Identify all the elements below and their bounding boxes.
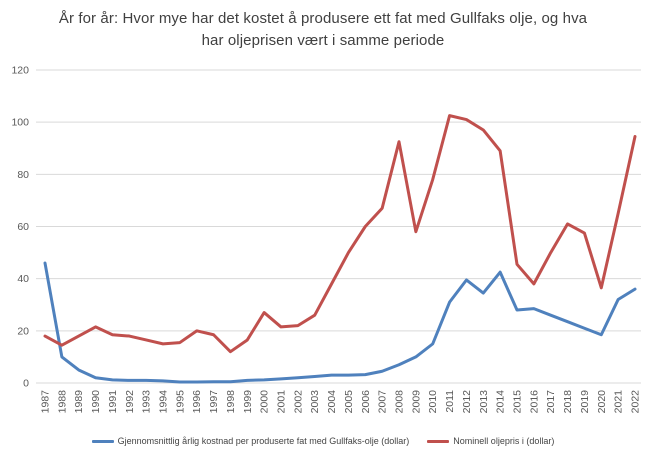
x-axis-tick-label: 2010 — [427, 390, 439, 414]
x-axis-tick-label: 2001 — [276, 390, 288, 414]
x-axis-tick-label: 2016 — [528, 390, 540, 414]
y-axis-tick-label: 0 — [23, 378, 29, 390]
x-axis-tick-label: 1991 — [107, 390, 119, 414]
x-axis-tick-label: 1995 — [174, 390, 186, 414]
cost-series-line — [43, 261, 637, 384]
cost-series-line-icon — [91, 439, 114, 443]
legend-item-cost: Gjennomsnittlig årlig kostnad per produs… — [91, 436, 410, 446]
x-axis-tick-label: 1996 — [191, 390, 203, 414]
x-axis-tick-label: 2021 — [613, 390, 625, 414]
x-axis-tick-label: 2012 — [461, 390, 473, 414]
x-axis-tick-label: 2006 — [360, 390, 372, 414]
x-axis-tick-label: 2007 — [377, 390, 389, 414]
x-axis-tick-label: 2014 — [495, 390, 507, 414]
y-axis-tick-label: 80 — [17, 169, 29, 181]
legend-label-price: Nominell oljepris i (dollar) — [453, 436, 555, 446]
y-axis-tick-label: 20 — [17, 325, 29, 337]
x-axis-tick-label: 1990 — [90, 390, 102, 414]
x-axis-tick-label: 2004 — [326, 390, 338, 414]
x-axis-tick-label: 2009 — [410, 390, 422, 414]
x-axis-tick-label: 1992 — [124, 390, 136, 414]
x-axis-tick-label: 1989 — [73, 390, 85, 414]
legend-item-price: Nominell oljepris i (dollar) — [427, 436, 554, 446]
x-axis-tick-label: 1997 — [208, 390, 220, 414]
x-axis-tick-label: 2011 — [444, 390, 456, 413]
y-axis-tick-label: 40 — [17, 273, 29, 285]
y-axis-tick-label: 120 — [11, 65, 29, 77]
x-axis-tick-label: 2013 — [478, 390, 490, 414]
price-series-line — [43, 114, 637, 354]
x-axis-tick-label: 1994 — [158, 390, 170, 414]
x-axis-tick-label: 1993 — [141, 390, 153, 414]
x-axis-tick-label: 1987 — [40, 390, 52, 414]
x-axis-tick-label: 2017 — [545, 390, 557, 414]
chart-title: År for år: Hvor mye har det kostet å pro… — [58, 10, 588, 49]
legend-label-cost: Gjennomsnittlig årlig kostnad per produs… — [117, 436, 410, 446]
x-axis-tick-label: 2005 — [343, 390, 355, 414]
chart-legend: Gjennomsnittlig årlig kostnad per produs… — [0, 436, 646, 446]
x-axis-tick-label: 2019 — [579, 390, 591, 414]
x-axis-tick-label: 2022 — [630, 390, 642, 414]
y-axis-tick-label: 60 — [17, 221, 29, 233]
x-axis-tick-label: 2008 — [394, 390, 406, 414]
x-axis-tick-label: 2018 — [562, 390, 574, 414]
x-axis-tick-label: 1999 — [242, 390, 254, 414]
x-axis-tick-label: 1988 — [56, 390, 68, 414]
x-axis-tick-label: 2003 — [309, 390, 321, 414]
y-axis-tick-label: 100 — [11, 117, 29, 129]
x-axis-tick-label: 2000 — [259, 390, 271, 414]
x-axis-tick-label: 1998 — [225, 390, 237, 414]
x-axis-tick-label: 2002 — [292, 390, 304, 414]
price-series-line-icon — [427, 439, 450, 443]
x-axis-tick-label: 2020 — [596, 390, 608, 414]
x-axis-tick-label: 2015 — [512, 390, 524, 414]
